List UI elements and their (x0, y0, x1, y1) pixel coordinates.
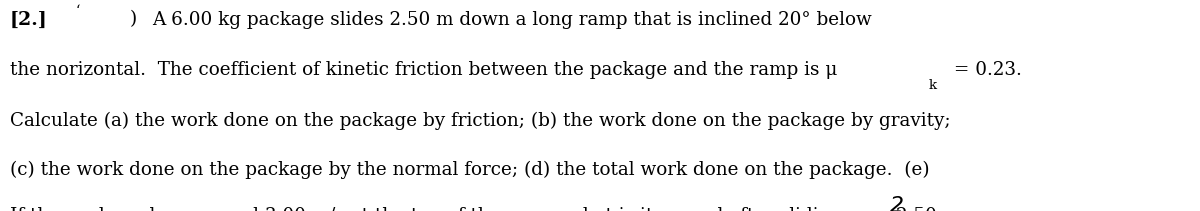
Text: [2.]: [2.] (10, 11, 47, 28)
Text: ‘: ‘ (76, 4, 80, 18)
Text: the norizontal.  The coefficient of kinetic friction between the package and the: the norizontal. The coefficient of kinet… (10, 61, 836, 79)
Text: Calculate (a) the work done on the package by friction; (b) the work done on the: Calculate (a) the work done on the packa… (10, 112, 950, 130)
Text: 2.50 m: 2.50 m (896, 207, 960, 211)
Text: (c) the work done on the package by the normal force; (d) the total work done on: (c) the work done on the package by the … (10, 160, 929, 179)
Text: = 0.23.: = 0.23. (948, 61, 1022, 79)
Text: ): ) (130, 11, 137, 28)
Text: 2: 2 (890, 196, 905, 211)
Text: k: k (929, 79, 937, 92)
Text: A 6.00 kg package slides 2.50 m down a long ramp that is inclined 20° below: A 6.00 kg package slides 2.50 m down a l… (152, 11, 872, 28)
Text: If the package has a speed 3.00 m/s at the top of the ramp, what is its speed af: If the package has a speed 3.00 m/s at t… (10, 207, 842, 211)
